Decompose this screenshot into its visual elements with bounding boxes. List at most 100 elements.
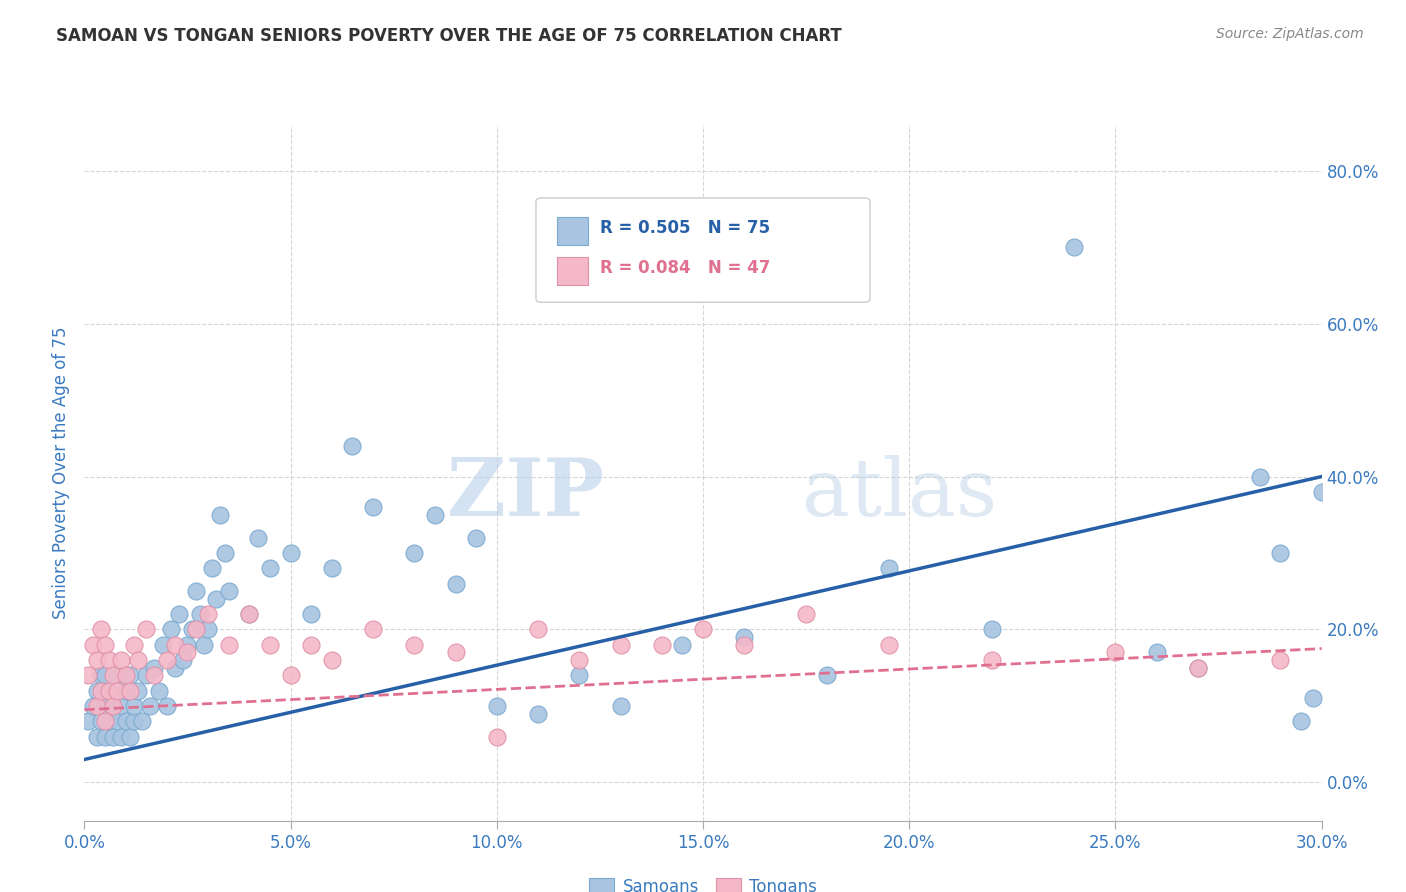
Point (485, 698, 508, 713)
Point (209, 508, 232, 522)
Point (94, 638, 117, 652)
Point (98, 714, 121, 729)
Text: ZIP: ZIP (447, 455, 605, 533)
Point (122, 698, 145, 713)
Point (90, 623, 112, 637)
Point (527, 623, 550, 637)
Point (485, 730, 508, 744)
Point (110, 653, 132, 667)
Point (135, 668, 157, 682)
Point (86, 698, 108, 713)
Text: atlas: atlas (801, 455, 997, 533)
Point (1187, 661, 1209, 675)
Point (1310, 484, 1333, 499)
Point (877, 638, 900, 652)
Point (815, 668, 838, 682)
Point (77, 668, 100, 682)
Point (404, 546, 426, 560)
Point (299, 638, 322, 652)
Point (148, 683, 170, 698)
Point (259, 561, 281, 575)
Point (176, 645, 198, 659)
Point (105, 668, 128, 682)
Point (1146, 645, 1168, 659)
Point (103, 698, 125, 713)
Point (94, 698, 117, 713)
Point (280, 668, 302, 682)
Point (131, 714, 153, 729)
Point (1302, 691, 1324, 706)
Point (86, 683, 108, 698)
Point (110, 698, 132, 713)
Point (86, 653, 108, 667)
Point (361, 500, 384, 515)
Point (86, 730, 108, 744)
FancyBboxPatch shape (536, 198, 870, 302)
Point (152, 638, 174, 652)
Text: R = 0.505   N = 75: R = 0.505 N = 75 (600, 219, 770, 237)
Point (98, 683, 121, 698)
Point (404, 638, 426, 652)
Point (1270, 546, 1292, 560)
Point (980, 623, 1002, 637)
Point (103, 698, 125, 713)
Point (444, 645, 467, 659)
Point (188, 607, 211, 622)
Point (90, 668, 112, 682)
Point (156, 653, 179, 667)
Point (193, 638, 215, 652)
Point (94, 668, 117, 682)
Bar (557, 257, 588, 285)
Text: Source: ZipAtlas.com: Source: ZipAtlas.com (1216, 27, 1364, 41)
Legend: Samoans, Tongans: Samoans, Tongans (582, 871, 824, 892)
Point (321, 653, 343, 667)
Point (1289, 714, 1312, 729)
Point (361, 623, 384, 637)
Point (280, 546, 302, 560)
Point (167, 607, 190, 622)
Point (143, 668, 166, 682)
Point (184, 623, 207, 637)
Point (877, 561, 900, 575)
Bar (557, 217, 588, 244)
Point (214, 546, 236, 560)
Point (114, 683, 136, 698)
Point (692, 623, 714, 637)
Point (82, 638, 104, 652)
Point (568, 668, 591, 682)
Text: SAMOAN VS TONGAN SENIORS POVERTY OVER THE AGE OF 75 CORRELATION CHART: SAMOAN VS TONGAN SENIORS POVERTY OVER TH… (56, 27, 842, 45)
Point (609, 698, 631, 713)
Point (671, 638, 693, 652)
Point (218, 584, 240, 599)
Text: R = 0.084   N = 47: R = 0.084 N = 47 (600, 260, 770, 277)
Point (259, 638, 281, 652)
Point (103, 730, 125, 744)
Point (118, 730, 141, 744)
Point (609, 638, 631, 652)
Point (321, 561, 343, 575)
Point (122, 714, 145, 729)
Point (176, 638, 198, 652)
Point (180, 623, 202, 637)
Point (568, 653, 591, 667)
Point (94, 730, 117, 744)
Point (94, 714, 117, 729)
Point (1063, 240, 1085, 254)
Point (218, 638, 240, 652)
Y-axis label: Seniors Poverty Over the Age of 75: Seniors Poverty Over the Age of 75 (52, 326, 70, 619)
Point (143, 661, 166, 675)
Point (651, 638, 673, 652)
Point (98, 683, 121, 698)
Point (197, 607, 219, 622)
Point (114, 668, 136, 682)
Point (82, 698, 104, 713)
Point (733, 630, 755, 644)
Point (238, 607, 260, 622)
Point (172, 653, 194, 667)
Point (114, 714, 136, 729)
Point (135, 623, 157, 637)
Point (127, 683, 149, 698)
Point (105, 683, 128, 698)
Point (118, 683, 141, 698)
Point (197, 623, 219, 637)
